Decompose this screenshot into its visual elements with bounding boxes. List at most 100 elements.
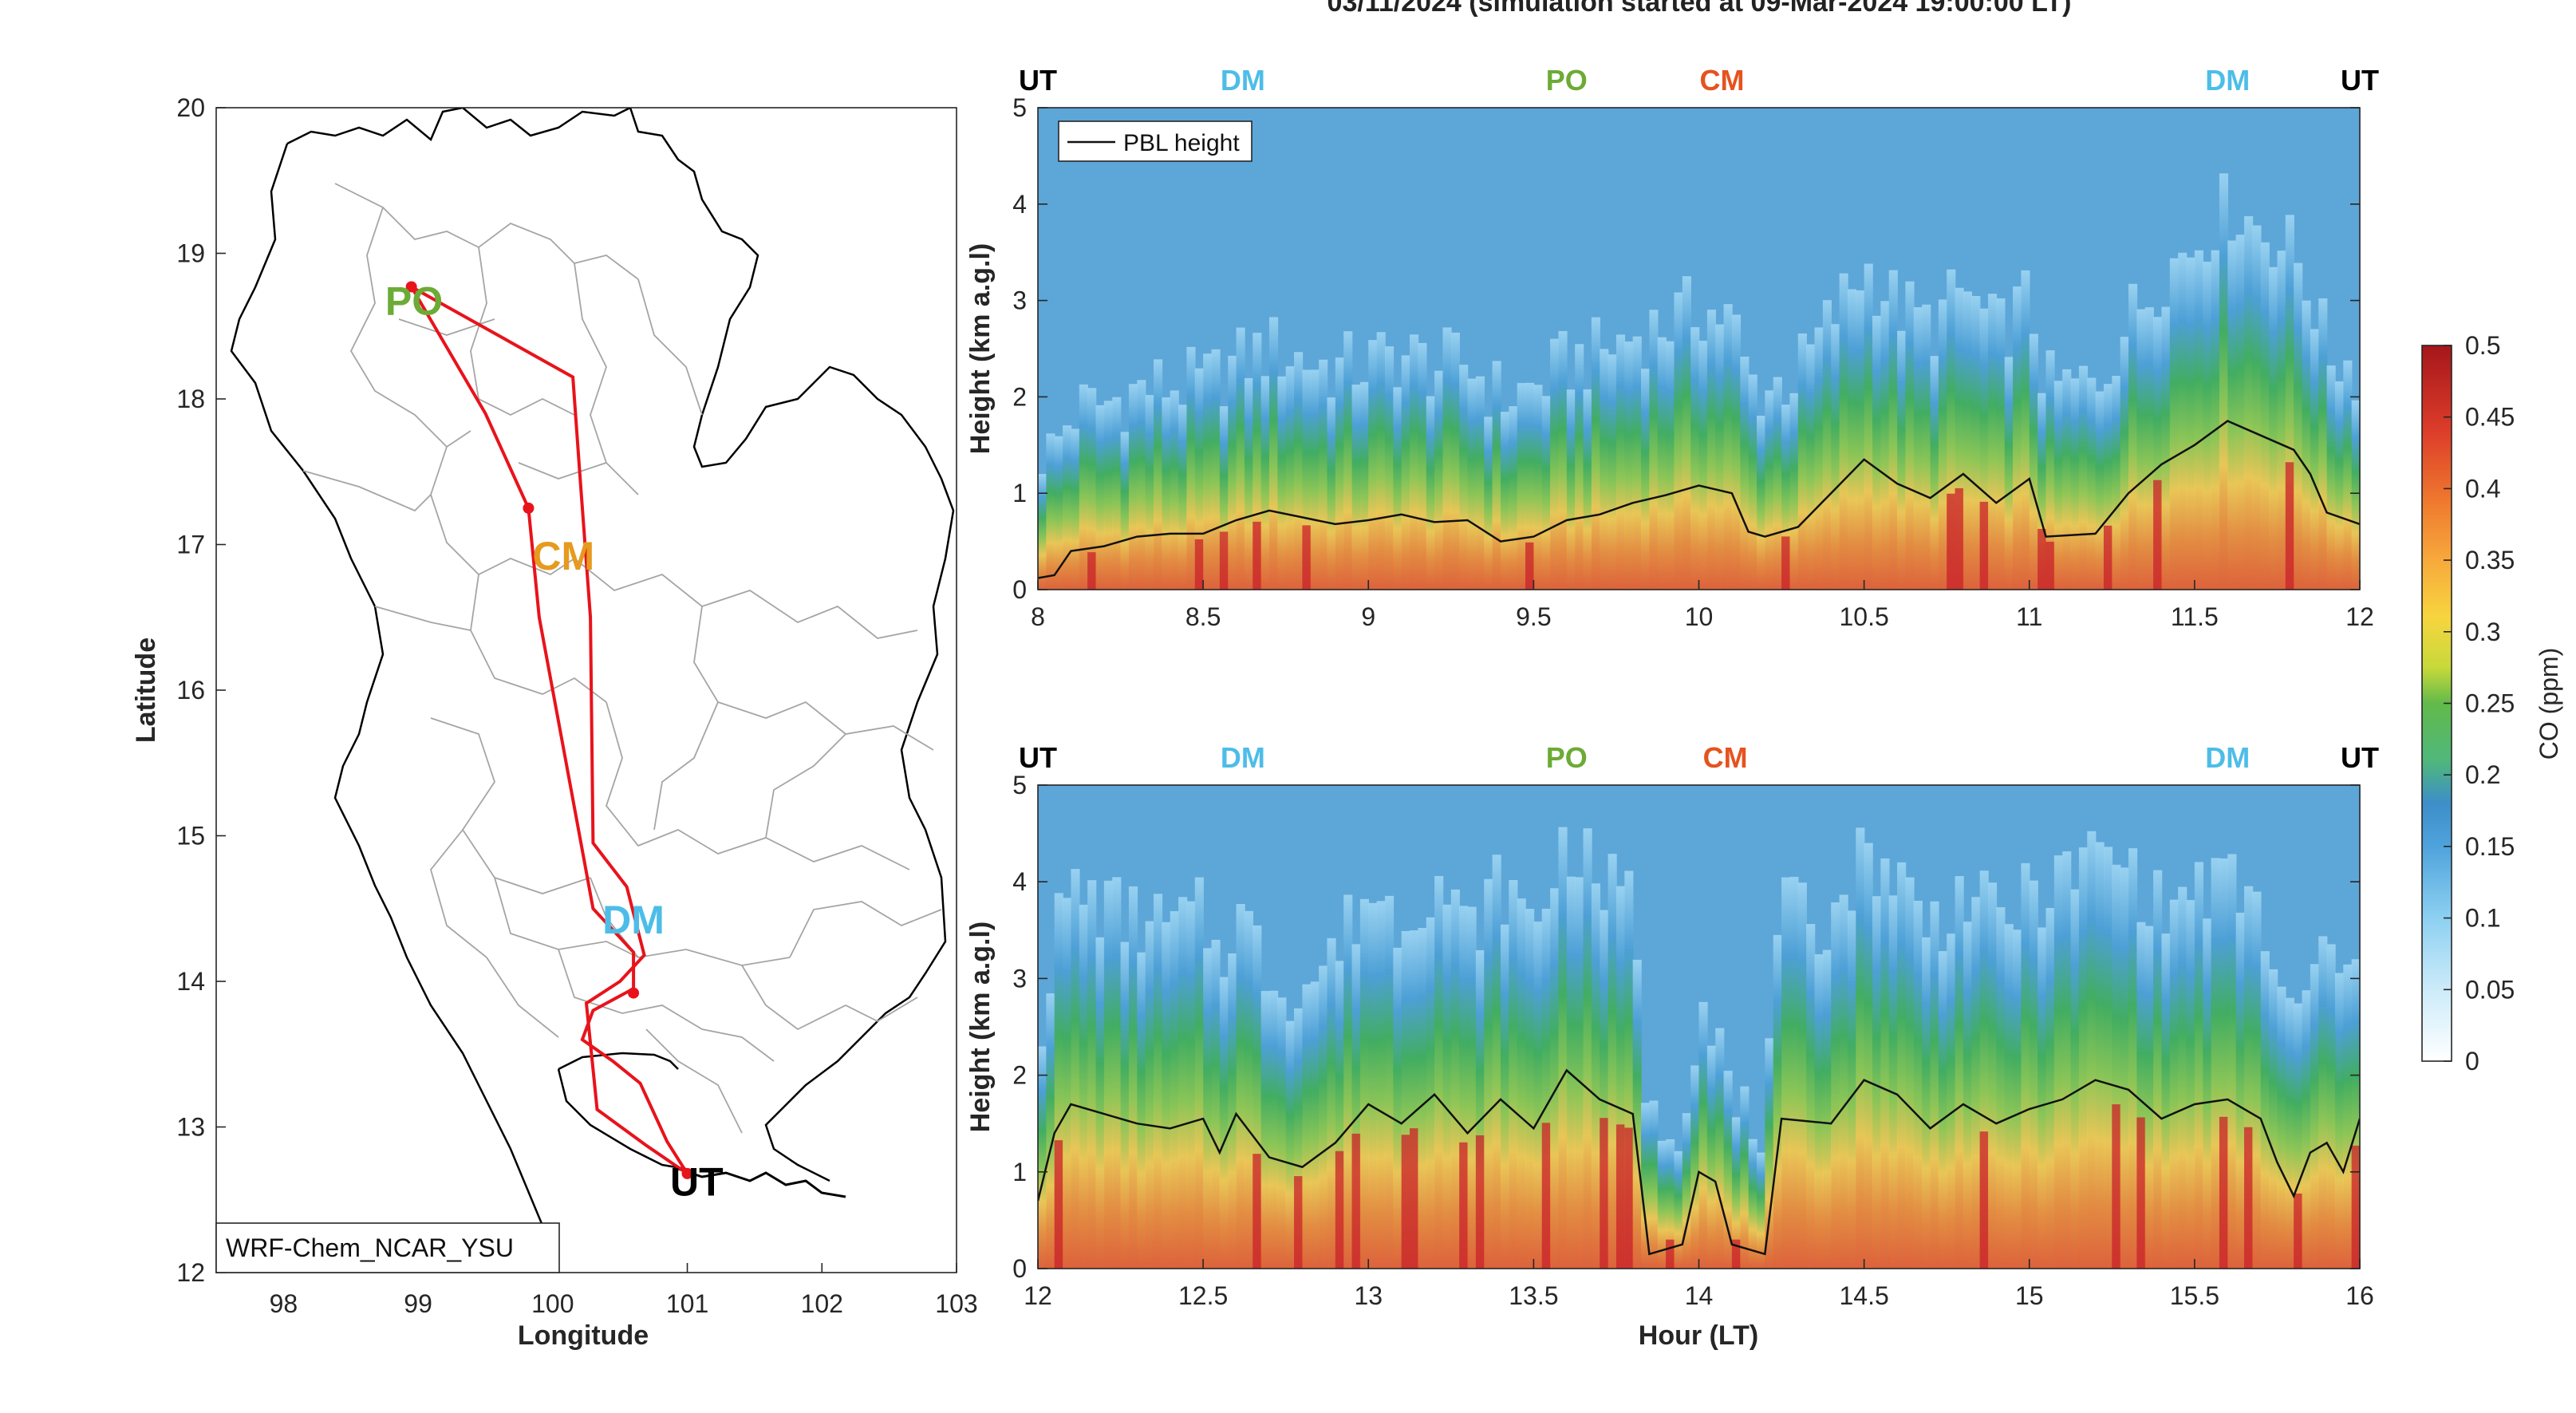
co-column bbox=[2343, 964, 2353, 1269]
co-column bbox=[1046, 433, 1055, 590]
model-label-box bbox=[215, 1222, 560, 1273]
site-label-ut: UT bbox=[1019, 64, 1057, 97]
co-column bbox=[1095, 405, 1105, 590]
co-column bbox=[1880, 301, 1890, 590]
co-column bbox=[1706, 1045, 1717, 1269]
co-column bbox=[1095, 937, 1105, 1269]
co-column bbox=[1310, 369, 1320, 590]
curtain-xtick-label: 12 bbox=[1024, 1281, 1052, 1310]
colorbar-tick-label: 0.45 bbox=[2465, 403, 2515, 432]
co-column bbox=[1509, 880, 1518, 1269]
co-high-column bbox=[2351, 1145, 2360, 1269]
co-high-column bbox=[2038, 528, 2047, 590]
co-column bbox=[1575, 344, 1584, 590]
co-column bbox=[1748, 1139, 1757, 1269]
co-high-column bbox=[1252, 1154, 1262, 1269]
co-column bbox=[2310, 964, 2320, 1269]
co-column bbox=[1996, 298, 2006, 590]
co-column bbox=[2269, 266, 2278, 590]
co-column bbox=[1244, 377, 1254, 590]
co-column bbox=[1087, 880, 1097, 1269]
co-column bbox=[1831, 324, 1840, 590]
co-column bbox=[1748, 374, 1757, 590]
co-column bbox=[1789, 876, 1799, 1269]
co-column bbox=[1632, 959, 1642, 1269]
co-column bbox=[1038, 1046, 1047, 1269]
co-column bbox=[1624, 341, 1634, 590]
co-column bbox=[1500, 924, 1510, 1269]
co-column bbox=[1987, 882, 1998, 1269]
co-column bbox=[1822, 300, 1832, 590]
co-column bbox=[1756, 1152, 1766, 1269]
co-column bbox=[1674, 292, 1683, 590]
co-column bbox=[1153, 359, 1163, 590]
co-column bbox=[1765, 390, 1774, 590]
colorbar-tick-label: 0.15 bbox=[2465, 832, 2515, 861]
curtain-ytick-label: 1 bbox=[1012, 479, 1027, 507]
co-column bbox=[1591, 317, 1601, 590]
co-column bbox=[1541, 908, 1551, 1269]
co-column bbox=[1905, 877, 1915, 1269]
curtain-top-site-labels: UT DM PO CM DM UT bbox=[1019, 64, 2379, 97]
co-column bbox=[2078, 847, 2089, 1269]
co-column bbox=[1930, 901, 1939, 1269]
colorbar-tick-label: 0.3 bbox=[2465, 618, 2500, 646]
curtain-xtick-label: 9.5 bbox=[1516, 602, 1551, 631]
co-column bbox=[1178, 897, 1188, 1269]
co-column bbox=[2227, 854, 2237, 1269]
co-column bbox=[1822, 949, 1832, 1269]
co-column bbox=[1194, 368, 1204, 590]
co-high-column bbox=[2244, 1127, 2254, 1269]
co-column bbox=[1112, 877, 1122, 1269]
co-high-column bbox=[2219, 1116, 2229, 1269]
co-column bbox=[1847, 910, 1857, 1269]
station-markers bbox=[405, 281, 693, 1179]
curtain-xtick-label: 9 bbox=[1361, 602, 1375, 631]
co-column bbox=[1591, 883, 1601, 1269]
co-high-column bbox=[1955, 487, 1964, 590]
co-column bbox=[1368, 902, 1378, 1269]
co-column bbox=[1236, 327, 1245, 590]
co-column bbox=[1228, 355, 1237, 590]
co-column bbox=[1723, 1071, 1733, 1269]
curtain-xtick-label: 13 bbox=[1354, 1281, 1383, 1310]
co-high-column bbox=[1781, 536, 1791, 590]
co-column bbox=[1450, 332, 1460, 590]
curtain-ytick-label: 2 bbox=[1012, 382, 1027, 411]
co-column bbox=[1509, 406, 1518, 590]
co-column bbox=[2013, 286, 2022, 590]
co-column bbox=[2153, 870, 2163, 1269]
curtain-xtick-label: 14.5 bbox=[1839, 1281, 1888, 1310]
co-column bbox=[1467, 906, 1477, 1269]
co-high-column bbox=[1947, 493, 1956, 590]
co-column bbox=[1343, 894, 1353, 1269]
co-column bbox=[1319, 965, 1328, 1269]
co-column bbox=[1359, 898, 1370, 1269]
curtain-xtick-label: 16 bbox=[2345, 1281, 2374, 1310]
co-high-column bbox=[2294, 1193, 2303, 1269]
co-column bbox=[2013, 930, 2022, 1269]
co-column bbox=[1922, 937, 1931, 1269]
co-column bbox=[1517, 383, 1526, 590]
gulf-coastline bbox=[557, 1052, 687, 1170]
co-column bbox=[1244, 910, 1254, 1269]
co-column bbox=[1038, 474, 1047, 590]
co-column bbox=[1690, 1065, 1700, 1269]
co-high-column bbox=[2285, 462, 2294, 590]
co-column bbox=[2053, 855, 2063, 1269]
co-column bbox=[2252, 225, 2262, 590]
co-column bbox=[1484, 416, 1493, 590]
co-column bbox=[1450, 889, 1460, 1269]
co-column bbox=[1063, 425, 1072, 590]
co-column bbox=[1401, 355, 1410, 590]
co-column bbox=[2235, 235, 2245, 590]
site-label-po: PO bbox=[1546, 64, 1588, 97]
co-column bbox=[2070, 889, 2080, 1269]
co-column bbox=[1773, 934, 1782, 1269]
co-column bbox=[2078, 365, 2089, 590]
co-column bbox=[2029, 880, 2038, 1269]
co-column bbox=[1046, 993, 1055, 1269]
co-column bbox=[2045, 907, 2055, 1269]
co-column bbox=[1112, 397, 1122, 590]
co-column bbox=[1525, 909, 1535, 1269]
